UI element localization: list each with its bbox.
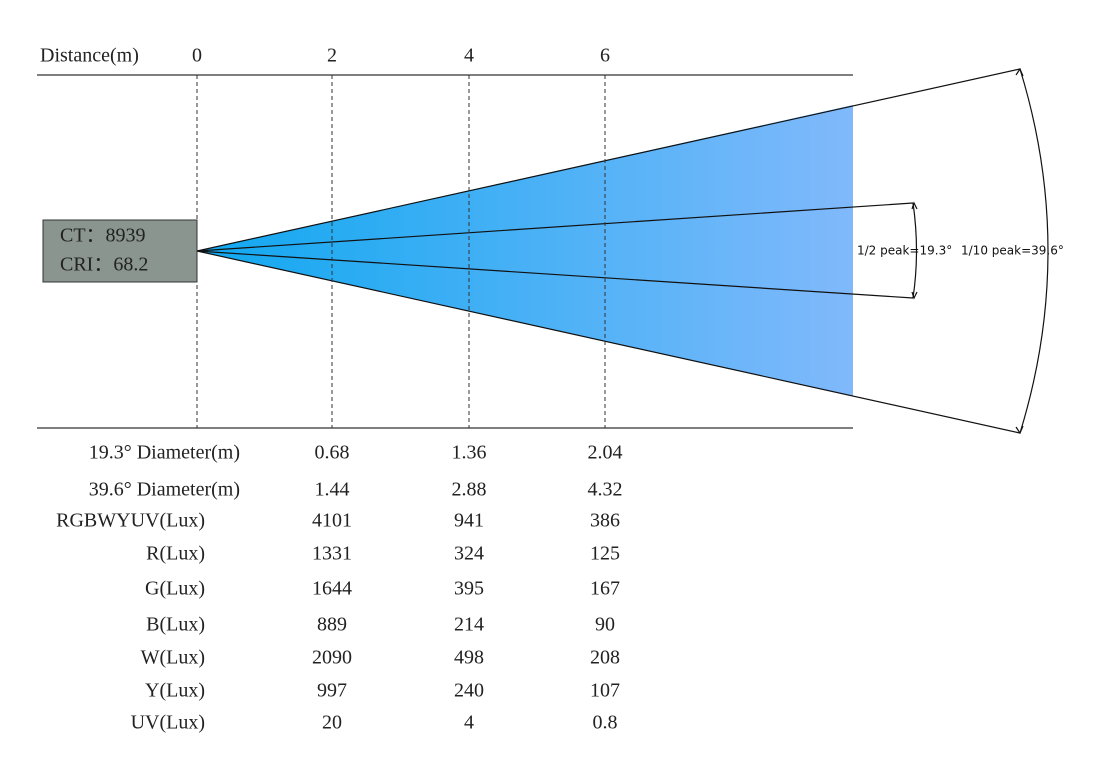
beam [197,105,853,396]
row-label: 39.6° Diameter(m) [89,479,240,501]
distance-tick: 6 [600,45,610,67]
row-label: W(Lux) [141,647,205,669]
row-value: 395 [454,578,484,600]
tenth-peak-label: 1/10 peak=39.6° [961,244,1064,258]
row-value: 1.36 [452,442,487,464]
row-value: 167 [590,578,620,600]
row-label: B(Lux) [146,614,205,636]
beam-lines [196,67,1049,435]
row-value: 2090 [312,647,352,669]
half-peak-label: 1/2 peak=19.3° [857,244,952,258]
row-value: 997 [317,680,347,702]
row-value: 498 [454,647,484,669]
row-value: 208 [590,647,620,669]
row-value: 1644 [312,578,352,600]
row-value: 386 [590,510,620,532]
row-label: G(Lux) [145,578,205,600]
row-label: 19.3° Diameter(m) [89,442,240,464]
row-value: 125 [590,543,620,565]
row-value: 1.44 [315,479,350,501]
distance-tick: 0 [192,45,202,67]
row-value: 20 [322,712,342,734]
row-value: 214 [454,614,484,636]
row-value: 240 [454,680,484,702]
row-value: 2.04 [588,442,623,464]
row-value: 2.88 [452,479,487,501]
frame [37,74,853,429]
row-value: 941 [454,510,484,532]
row-value: 0.8 [593,712,618,734]
row-value: 4101 [312,510,352,532]
row-value: 107 [590,680,620,702]
distance-tick: 4 [464,45,474,67]
distance-label: Distance(m) [40,45,139,67]
info-box [42,219,198,283]
row-value: 889 [317,614,347,636]
row-value: 1331 [312,543,352,565]
row-value: 4 [464,712,474,734]
row-label: RGBWYUV(Lux) [56,510,205,532]
row-label: Y(Lux) [145,680,205,702]
distance-tick: 2 [327,45,337,67]
row-value: 324 [454,543,484,565]
row-label: UV(Lux) [131,712,205,734]
row-value: 4.32 [588,479,623,501]
ct-label: CT：8939 [60,225,146,247]
row-value: 0.68 [315,442,350,464]
row-value: 90 [595,614,615,636]
cri-label: CRI：68.2 [60,254,148,276]
row-label: R(Lux) [146,543,205,565]
